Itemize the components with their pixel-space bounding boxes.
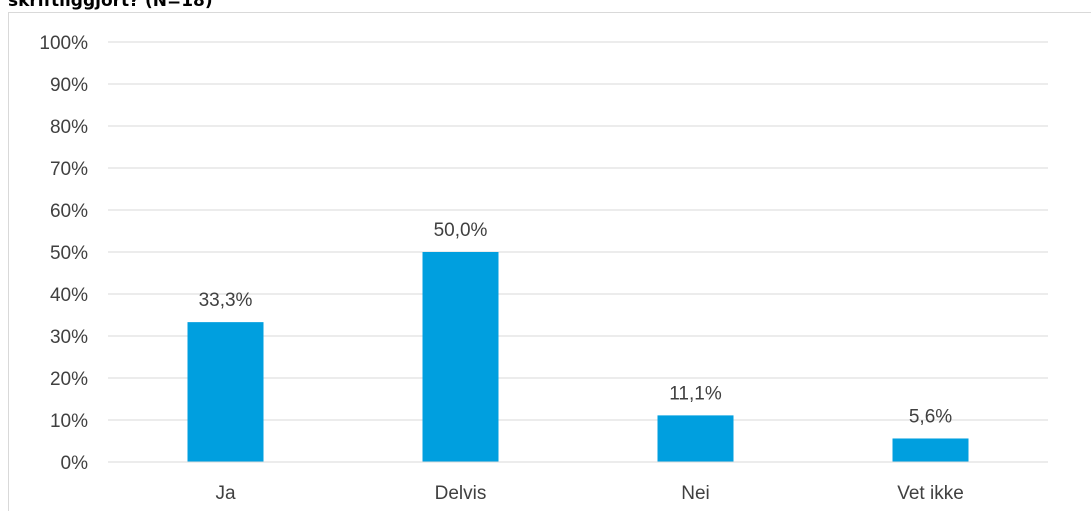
y-tick-label: 90% bbox=[50, 75, 88, 96]
data-label: 5,6% bbox=[909, 406, 952, 427]
y-tick-label: 40% bbox=[50, 285, 88, 306]
data-label: 33,3% bbox=[199, 290, 253, 311]
bar-nei bbox=[657, 415, 734, 462]
y-tick-label: 10% bbox=[50, 411, 88, 432]
y-tick-label: 50% bbox=[50, 243, 88, 264]
y-tick-label: 0% bbox=[61, 453, 89, 474]
bar-delvis bbox=[422, 252, 499, 462]
data-label: 11,1% bbox=[669, 383, 722, 404]
bar-ja bbox=[187, 322, 264, 462]
y-tick-label: 60% bbox=[50, 201, 88, 222]
y-tick-label: 20% bbox=[50, 369, 88, 390]
x-tick-label: Ja bbox=[215, 483, 236, 504]
data-label: 50,0% bbox=[434, 220, 488, 241]
x-tick-label: Vet ikke bbox=[897, 483, 964, 504]
chart-frame bbox=[8, 12, 1091, 511]
x-tick-label: Nei bbox=[681, 483, 710, 504]
y-tick-label: 80% bbox=[50, 117, 88, 138]
y-tick-label: 70% bbox=[50, 159, 88, 180]
chart-title: skriftliggjort? (N=18) bbox=[8, 0, 213, 11]
x-tick-label: Delvis bbox=[435, 483, 487, 504]
y-tick-label: 30% bbox=[50, 327, 88, 348]
bar-vet-ikke bbox=[892, 438, 969, 462]
y-tick-label: 100% bbox=[39, 33, 88, 54]
